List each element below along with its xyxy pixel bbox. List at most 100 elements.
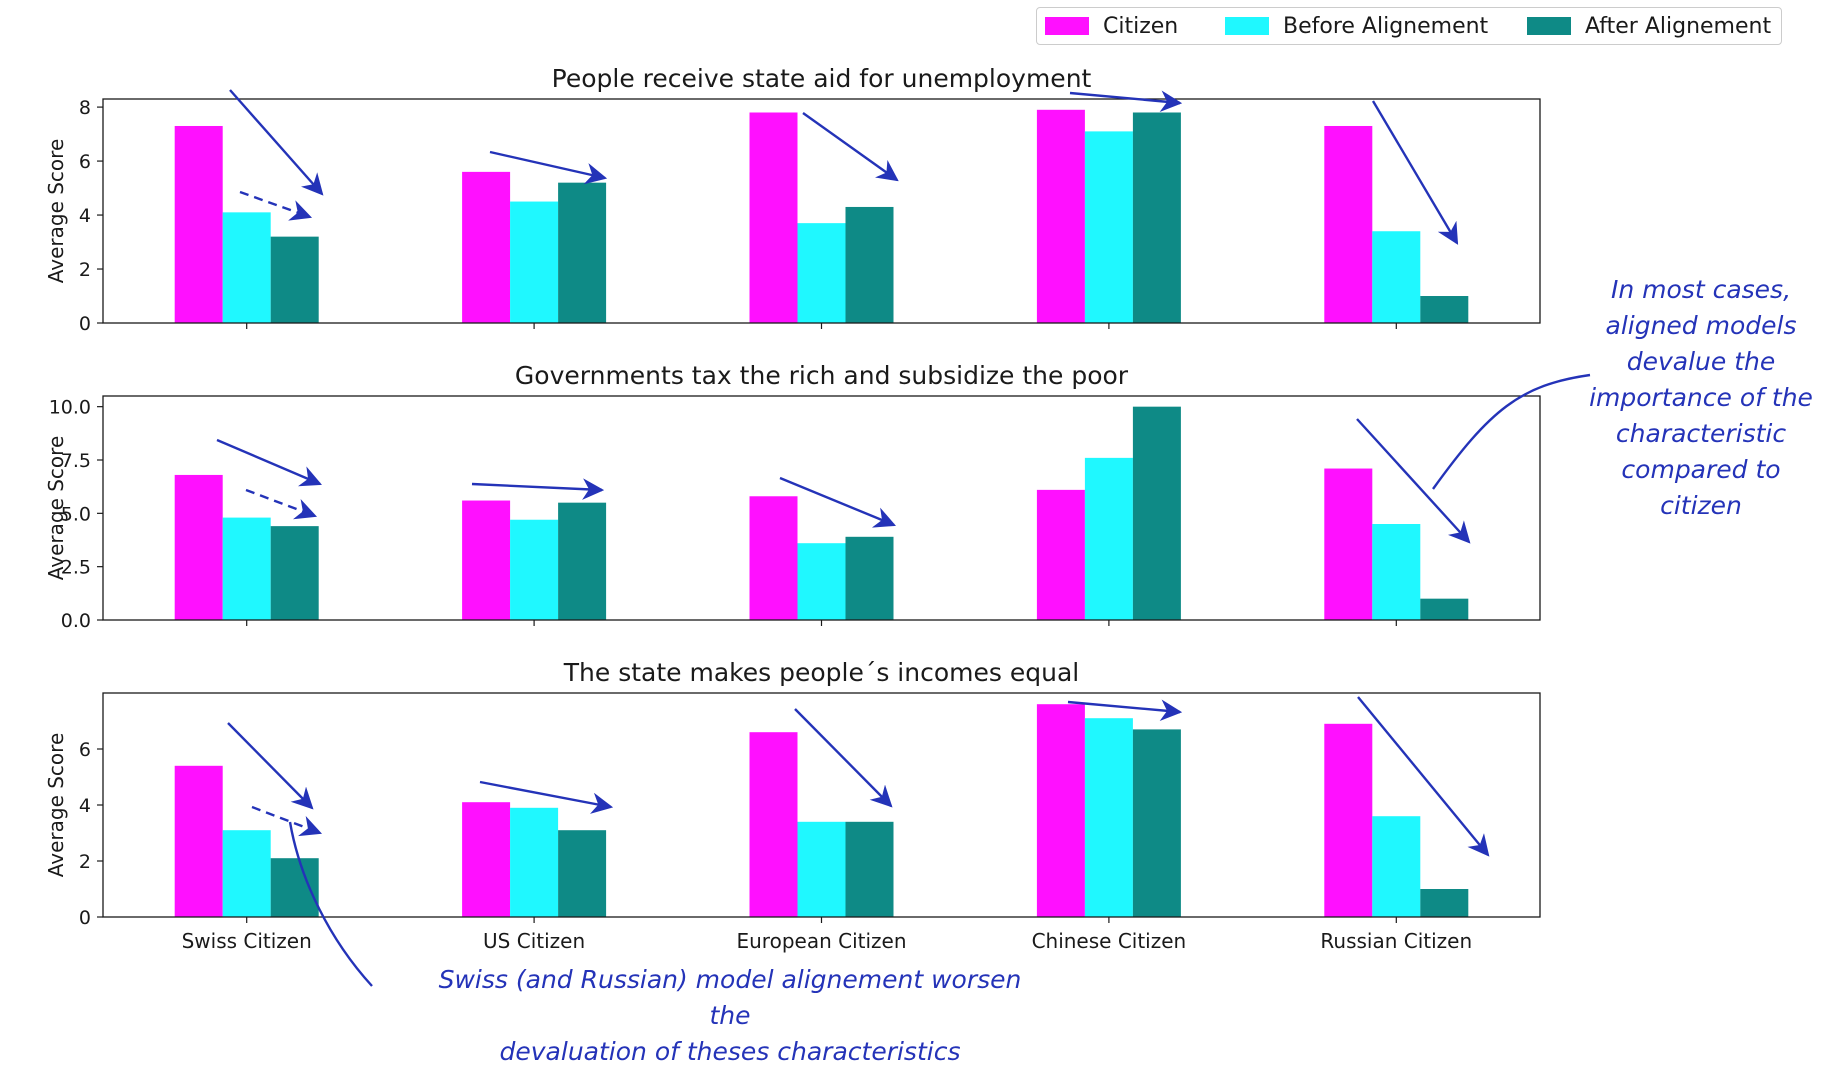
bar [1084, 457, 1133, 620]
bar [1036, 704, 1085, 917]
bar [1420, 598, 1469, 620]
bar [510, 807, 559, 917]
subplot-2: Governments tax the rich and subsidize t… [44, 361, 1541, 632]
bar [222, 517, 271, 620]
figure-canvas: People receive state aid for unemploymen… [44, 64, 1591, 987]
annotation-arrow [1067, 699, 1183, 722]
annotation-arrow [779, 476, 896, 528]
y-tick-label: 0 [79, 313, 91, 335]
bar [797, 543, 846, 620]
y-axis-label: Average Score [44, 436, 68, 581]
annotation-right-line: In most cases, [1610, 275, 1792, 304]
y-tick-label: 8 [79, 97, 91, 119]
x-tick-label: Swiss Citizen [182, 929, 312, 953]
bar [1036, 489, 1085, 620]
bar [462, 171, 511, 323]
y-axis-label: Average Score [44, 139, 68, 284]
annotation-bottom-line: devaluation of theses characteristics [499, 1037, 961, 1066]
y-tick-label: 4 [79, 205, 91, 227]
bar [174, 474, 223, 620]
bar [1132, 406, 1181, 620]
annotation-arrow [479, 780, 614, 814]
legend-swatch-before [1225, 17, 1269, 35]
y-tick-label: 10.0 [49, 397, 91, 419]
legend-swatch-after [1527, 17, 1571, 35]
y-tick-label: 7.5 [61, 450, 91, 472]
legend-entry-citizen: Citizen [1045, 8, 1178, 44]
bar [749, 732, 798, 917]
annotation-arrow [1357, 696, 1490, 857]
bar [845, 536, 894, 620]
annotation-right-line: characteristic [1615, 419, 1787, 448]
annotation-arrow [1356, 418, 1471, 544]
subplots: People receive state aid for unemploymen… [44, 64, 1541, 953]
annotation-arrows [216, 89, 1591, 987]
annotation-right-line: citizen [1660, 491, 1742, 520]
x-tick-label: European Citizen [736, 929, 906, 953]
bar [462, 500, 511, 620]
legend-label-before: Before Alignement [1283, 13, 1489, 39]
bar [222, 830, 271, 917]
bar [749, 112, 798, 323]
annotation-right-line: devalue the [1626, 347, 1776, 376]
annotation-arrow [1069, 90, 1183, 112]
bar [845, 206, 894, 323]
subplot-3: The state makes people´s incomes equal 0 2… [44, 658, 1541, 953]
dashed-arrow [245, 488, 318, 520]
bar [462, 802, 511, 917]
bar [749, 496, 798, 620]
subplot-title: Governments tax the rich and subsidize t… [515, 361, 1129, 390]
bar [1084, 718, 1133, 917]
annotation-right: In most cases, aligned models devalue th… [1576, 272, 1825, 524]
legend-entry-before: Before Alignement [1225, 8, 1488, 44]
bar [845, 821, 894, 917]
bar [510, 519, 559, 620]
y-tick-label: 2.5 [61, 557, 91, 579]
subplot-1: People receive state aid for unemploymen… [44, 64, 1541, 335]
annotation-arrow [489, 150, 608, 185]
x-tick-label: US Citizen [483, 929, 585, 953]
legend-label-after: After Alignement [1585, 13, 1772, 39]
bar [797, 821, 846, 917]
bar [1372, 231, 1421, 323]
bar [1132, 112, 1181, 323]
annotation-right-line: compared to [1621, 455, 1781, 484]
y-tick-label: 5.0 [61, 503, 91, 525]
bar [270, 858, 319, 917]
x-tick-label: Chinese Citizen [1032, 929, 1187, 953]
annotation-bottom: Swiss (and Russian) model alignement wor… [420, 962, 1040, 1070]
curved-pointer [288, 821, 373, 987]
x-tick-label: Russian Citizen [1320, 929, 1472, 953]
bar [1324, 125, 1373, 324]
bar [510, 201, 559, 323]
curved-pointer [1432, 373, 1591, 490]
annotation-right-line: importance of the [1589, 383, 1813, 412]
y-tick-label: 0 [79, 907, 91, 929]
bar [558, 502, 607, 620]
bar [1324, 468, 1373, 620]
subplot-title: The state makes people´s incomes equal [563, 658, 1079, 687]
legend-label-citizen: Citizen [1103, 13, 1179, 39]
bar [270, 526, 319, 620]
y-tick-label: 2 [79, 259, 91, 281]
annotation-arrow [802, 112, 899, 182]
legend: Citizen Before Alignement After Aligneme… [1036, 7, 1782, 45]
bar [558, 830, 607, 917]
bar [1420, 889, 1469, 917]
bar [1324, 723, 1373, 917]
bar [558, 182, 607, 323]
bar [174, 125, 223, 324]
dashed-arrow [239, 190, 313, 221]
y-axis-label: Average Score [44, 733, 68, 878]
bar [270, 236, 319, 323]
dashed-arrow [251, 805, 323, 837]
bar [222, 212, 271, 323]
annotation-arrow [216, 438, 322, 487]
bar [797, 223, 846, 323]
annotation-right-line: aligned models [1605, 311, 1797, 340]
annotation-arrow [229, 89, 324, 196]
bar [1132, 729, 1181, 917]
legend-swatch-citizen [1045, 17, 1089, 35]
bar [1036, 109, 1085, 323]
bar [1084, 131, 1133, 323]
